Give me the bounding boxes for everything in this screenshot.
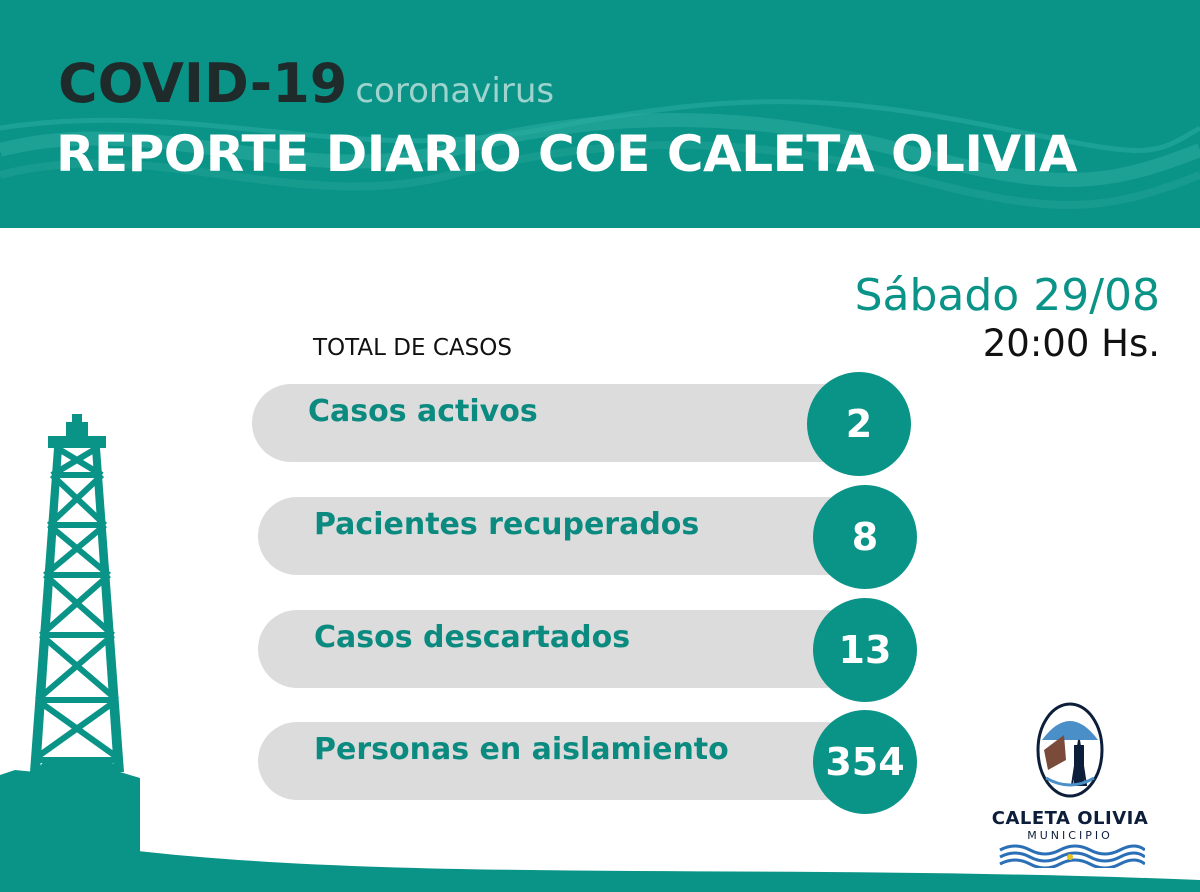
report-time: 20:00 Hs.	[982, 322, 1160, 365]
municipio-logo: CALETA OLIVIA MUNICIPIO	[985, 700, 1155, 872]
logo-name: CALETA OLIVIA	[991, 808, 1149, 829]
covid-subtitle: coronavirus	[355, 71, 555, 111]
logo-waves-icon	[999, 844, 1146, 870]
stat-label: Casos activos	[308, 394, 538, 429]
stat-pill	[258, 497, 864, 575]
stat-value: 2	[807, 372, 911, 476]
stat-row-active: Casos activos 2	[252, 372, 918, 476]
logo-subtitle: MUNICIPIO	[1027, 829, 1113, 842]
stat-value: 354	[813, 710, 917, 814]
total-cases-label: TOTAL DE CASOS	[313, 335, 512, 361]
header-waves-decoration	[0, 99, 1200, 209]
oil-derrick-icon	[0, 414, 140, 892]
stat-pill	[252, 384, 862, 462]
stat-row-isolation: Personas en aislamiento 354	[258, 710, 924, 814]
header-banner: COVID-19 coronavirus REPORTE DIARIO COE C…	[0, 0, 1200, 228]
stat-label: Pacientes recuperados	[314, 507, 700, 542]
stat-label: Personas en aislamiento	[314, 732, 729, 767]
covid-heading: COVID-19 coronavirus	[58, 52, 554, 115]
covid-title: COVID-19	[58, 52, 348, 115]
report-title: REPORTE DIARIO COE CALETA OLIVIA	[56, 125, 1078, 183]
stat-value: 8	[813, 485, 917, 589]
report-date-block: Sábado 29/08 20:00 Hs.	[855, 270, 1160, 366]
stat-pill	[258, 722, 864, 800]
stat-value: 13	[813, 598, 917, 702]
stat-row-discarded: Casos descartados 13	[258, 598, 924, 702]
report-date: Sábado 29/08	[854, 270, 1160, 321]
stat-row-recovered: Pacientes recuperados 8	[258, 485, 924, 589]
municipal-shield-icon	[1036, 702, 1104, 798]
stat-label: Casos descartados	[314, 620, 631, 655]
bottom-wave-band	[0, 830, 1200, 892]
stat-pill	[258, 610, 864, 688]
